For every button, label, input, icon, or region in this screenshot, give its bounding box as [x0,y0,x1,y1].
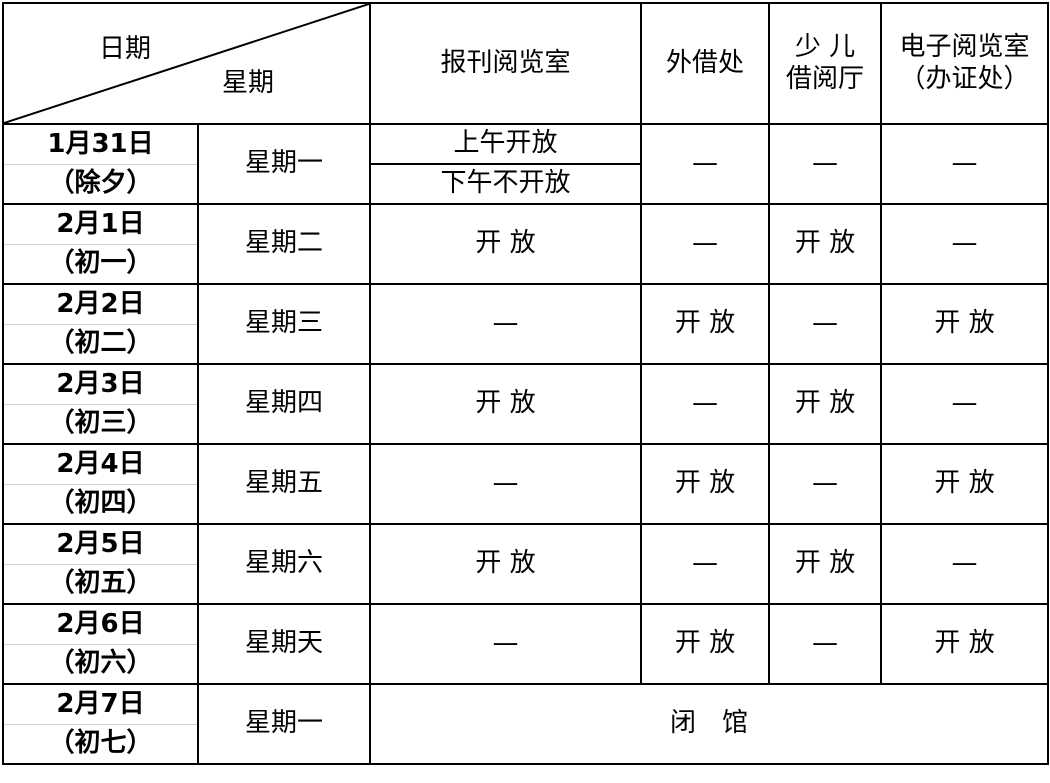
lending-cell: 开 放 [640,283,770,365]
table-row: 2月6日 （初六） 星期天 — 开 放 — 开 放 [2,603,1049,685]
lending-cell: — [640,523,770,605]
newspaper-cell: — [369,443,642,525]
children-hall-header: 少 儿借阅厅 [768,2,882,125]
lunar-date: （初五） [48,568,153,599]
digital-room-header: 电子阅览室 （办证处） [880,2,1049,125]
newspaper-cell: 开 放 [369,203,642,285]
newspaper-am: 上午开放 [371,125,640,165]
newspaper-pm: 下午不开放 [440,168,571,199]
diagonal-line [4,4,369,123]
weekday-cell: 星期四 [197,363,371,445]
digital-cell: 开 放 [880,603,1049,685]
lunar-date: （初一） [48,248,153,279]
weekday-cell: 星期二 [197,203,371,285]
date: 2月1日 [4,205,197,245]
digital-cell: 开 放 [880,283,1049,365]
date: 2月7日 [4,685,197,725]
children-cell: — [768,603,882,685]
lunar-date: （除夕） [48,168,153,199]
weekday-header: 星期 [222,68,275,98]
weekday-cell: 星期五 [197,443,371,525]
lending-cell: — [640,203,770,285]
lending-cell: 开 放 [640,443,770,525]
date: 2月5日 [4,525,197,565]
closed-cell: 闭 馆 [369,683,1049,765]
lunar-date: （初六） [48,648,153,679]
lending-header: 外借处 [640,2,770,125]
children-cell: — [768,443,882,525]
digital-cell: — [880,203,1049,285]
date-cell: 2月7日 （初七） [2,683,199,765]
lending-cell: 开 放 [640,603,770,685]
weekday-cell: 星期一 [197,683,371,765]
children-cell: 开 放 [768,523,882,605]
children-cell: 开 放 [768,203,882,285]
children-cell: 开 放 [768,363,882,445]
date: 2月2日 [4,285,197,325]
date: 2月3日 [4,365,197,405]
newspaper-cell: 开 放 [369,363,642,445]
newspaper-cell: — [369,603,642,685]
children-cell: — [768,123,882,205]
weekday-cell: 星期一 [197,123,371,205]
table-row: 2月4日 （初四） 星期五 — 开 放 — 开 放 [2,443,1049,525]
holiday-schedule-table: 日期 星期 报刊阅览室 外借处 少 儿借阅厅 电子阅览室 （办证处） 1月31日（… [2,2,1049,765]
children-header-line2: 借阅厅 [785,63,864,94]
table-row: 2月3日 （初三） 星期四 开 放 — 开 放 — [2,363,1049,445]
digital-cell: — [880,363,1049,445]
weekday-cell: 星期三 [197,283,371,365]
date-cell: 2月2日 （初二） [2,283,199,365]
date-cell: 2月6日 （初六） [2,603,199,685]
children-header-line1: 少 儿 [794,32,856,63]
lunar-date: （初二） [48,328,153,359]
digital-cell: — [880,523,1049,605]
newspaper-cell: 上午开放 下午不开放 [369,123,642,205]
newspaper-room-header: 报刊阅览室 [369,2,642,125]
date-cell: 2月1日 （初一） [2,203,199,285]
date-cell: 2月5日 （初五） [2,523,199,605]
date: 2月6日 [4,605,197,645]
lunar-date: （初七） [48,728,153,759]
weekday-cell: 星期天 [197,603,371,685]
digital-header-line1: 电子阅览室 [899,32,1030,63]
table-row: 1月31日 （除夕） 星期一 上午开放 下午不开放 — — — [2,123,1049,205]
weekday-cell: 星期六 [197,523,371,605]
lunar-date: （初三） [48,408,153,439]
date-cell: 2月4日 （初四） [2,443,199,525]
digital-cell: 开 放 [880,443,1049,525]
date: 2月4日 [4,445,197,485]
header-row: 日期 星期 报刊阅览室 外借处 少 儿借阅厅 电子阅览室 （办证处） [2,2,1049,125]
date: 1月31日 [4,125,197,165]
table-row: 2月2日 （初二） 星期三 — 开 放 — 开 放 [2,283,1049,365]
digital-header-line2: （办证处） [899,63,1030,94]
lending-cell: — [640,123,770,205]
newspaper-cell: 开 放 [369,523,642,605]
children-cell: — [768,283,882,365]
date-cell: 1月31日 （除夕） [2,123,199,205]
digital-cell: — [880,123,1049,205]
lunar-date: （初四） [48,488,153,519]
table-row: 2月7日 （初七） 星期一 闭 馆 [2,683,1049,765]
newspaper-cell: — [369,283,642,365]
date-header: 日期 [99,34,152,64]
table-row: 2月1日 （初一） 星期二 开 放 — 开 放 — [2,203,1049,285]
diagonal-header-cell: 日期 星期 [2,2,371,125]
date-cell: 2月3日 （初三） [2,363,199,445]
lending-cell: — [640,363,770,445]
table-row: 2月5日 （初五） 星期六 开 放 — 开 放 — [2,523,1049,605]
